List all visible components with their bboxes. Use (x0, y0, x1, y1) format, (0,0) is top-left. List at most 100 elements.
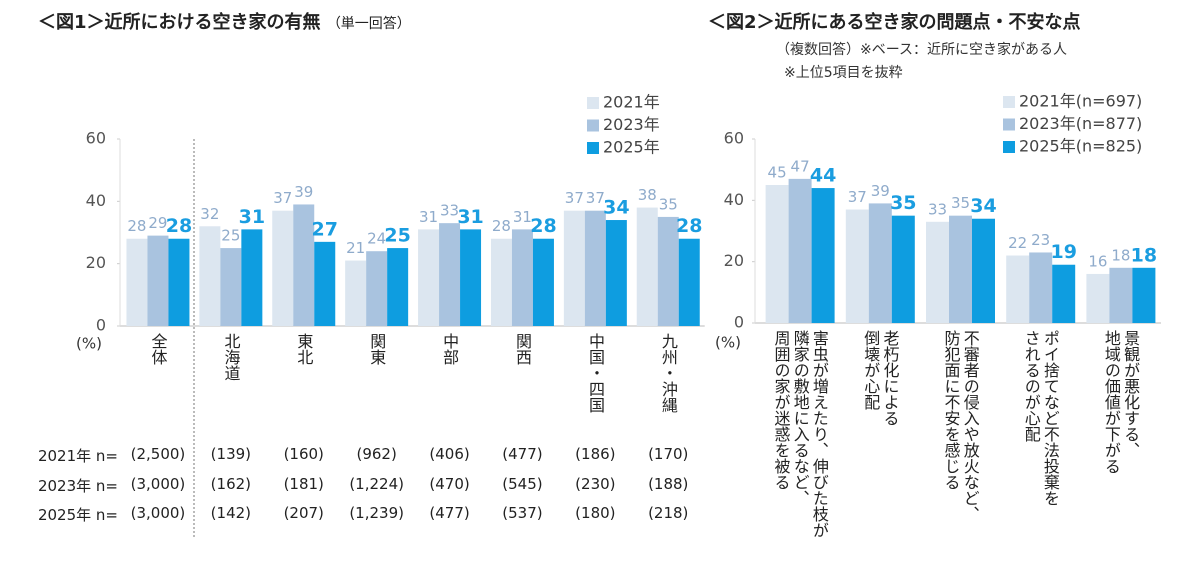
bar (147, 235, 169, 326)
bar (126, 238, 148, 326)
n-value: (3,000) (130, 474, 186, 493)
bar (532, 238, 554, 326)
n-value: (2,500) (130, 445, 186, 463)
value-label: 18 (1111, 246, 1130, 264)
bar (314, 241, 336, 326)
n-value: (139) (210, 445, 252, 463)
y-tick-label: 0 (96, 316, 106, 335)
x-tick-label: 景観が悪化する、 地域の価値が下がる (1101, 330, 1141, 474)
x-tick-label: 中国・四国 (585, 333, 605, 413)
bar (891, 215, 915, 323)
value-label: 31 (239, 206, 265, 228)
value-label: 34 (603, 197, 629, 219)
bar (490, 238, 512, 326)
bar (1086, 273, 1110, 323)
bar (657, 216, 679, 326)
x-tick-label: 関西 (513, 333, 533, 365)
value-label: 24 (367, 230, 386, 248)
value-label: 33 (440, 202, 459, 220)
y-tick-label: 20 (86, 253, 106, 272)
bar (241, 229, 263, 326)
y-tick-label: 20 (724, 251, 744, 270)
value-label: 25 (221, 227, 240, 245)
n-value: (537) (502, 504, 543, 522)
value-label: 23 (1031, 231, 1050, 249)
x-tick-label: ポイ捨てなど不法投棄を されるのが心配 (1021, 330, 1060, 506)
n-value: (477) (502, 445, 543, 463)
value-label: 25 (384, 225, 410, 247)
n-value: (470) (429, 474, 470, 493)
title-text: ＜図1＞近所における空き家の有無 (38, 12, 321, 33)
bar (949, 215, 972, 323)
value-label: 28 (492, 217, 511, 235)
value-label: 37 (586, 189, 605, 207)
value-label: 28 (530, 215, 556, 237)
value-label: 28 (127, 217, 146, 235)
bar (926, 221, 949, 323)
value-label: 35 (951, 194, 970, 212)
legend-swatch (587, 142, 599, 154)
bar (563, 210, 585, 326)
n-value: (188) (648, 474, 689, 493)
n-value: (207) (283, 504, 324, 522)
n-value: (545) (502, 474, 543, 493)
value-label: 31 (513, 208, 532, 226)
legend-label: 2025年(n=825) (1019, 137, 1142, 156)
chart-title: ＜図2＞近所にある空き家の問題点・不安な点 (708, 12, 1081, 33)
value-label: 37 (273, 189, 292, 207)
bar (1109, 267, 1133, 323)
bar (387, 248, 409, 326)
bar (584, 210, 606, 326)
n-value: (477) (429, 504, 470, 522)
value-label: 44 (810, 165, 836, 187)
bar (439, 223, 461, 326)
legend-swatch (587, 97, 599, 109)
y-unit: (%) (76, 335, 102, 353)
value-label: 38 (638, 186, 657, 204)
bar (1029, 252, 1053, 323)
bar (272, 210, 294, 326)
bar (220, 248, 242, 326)
value-label: 39 (294, 183, 313, 201)
n-value: (162) (210, 474, 252, 493)
bar (511, 229, 533, 326)
y-tick-label: 40 (86, 191, 106, 210)
bar (1132, 267, 1156, 323)
n-value: (170) (648, 445, 689, 463)
value-label: 39 (871, 182, 890, 200)
note: ※上位5項目を抜粋 (784, 65, 903, 81)
value-label: 21 (346, 239, 365, 257)
value-label: 33 (928, 200, 947, 218)
value-label: 22 (1008, 234, 1027, 252)
bar (168, 238, 190, 326)
n-value: (406) (429, 445, 470, 463)
y-tick-label: 60 (86, 129, 106, 148)
y-unit: (%) (715, 334, 741, 352)
chart-title: ＜図1＞近所における空き家の有無 （単一回答） (38, 8, 411, 34)
n-row-label: 2025年 n= (37, 506, 118, 524)
value-label: 31 (457, 206, 483, 228)
legend-label: 2023年 (603, 115, 660, 134)
n-value: (1,239) (349, 504, 404, 522)
value-label: 16 (1088, 252, 1107, 270)
bar (1006, 255, 1030, 323)
value-label: 35 (659, 195, 678, 213)
value-label: 19 (1050, 241, 1076, 263)
bar (636, 207, 658, 326)
value-label: 37 (565, 189, 584, 207)
value-label: 28 (676, 215, 702, 237)
n-value: (230) (575, 474, 616, 493)
legend-label: 2021年(n=697) (1019, 92, 1142, 111)
n-value: (3,000) (130, 504, 186, 522)
value-label: 18 (1131, 244, 1157, 266)
bar (678, 238, 700, 326)
bar (605, 220, 627, 326)
value-label: 29 (148, 214, 167, 232)
value-label: 32 (200, 205, 219, 223)
x-tick-label: 東北 (294, 333, 314, 365)
n-row-label: 2023年 n= (37, 476, 118, 495)
legend-label: 2021年 (603, 93, 660, 112)
value-label: 34 (970, 195, 996, 217)
x-tick-label: 不審者の侵入や放火など、 防犯面に不安を感じる (941, 330, 980, 522)
